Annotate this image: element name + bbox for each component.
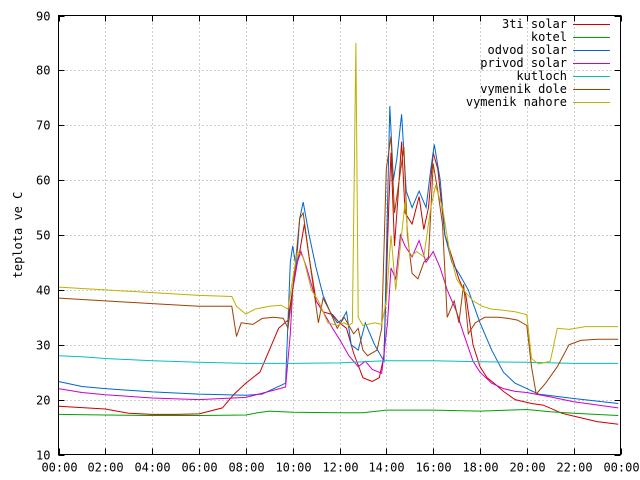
series-lines: [58, 42, 619, 425]
y-tick-label: 40: [36, 284, 50, 298]
y-tick-label: 10: [36, 449, 50, 463]
legend-label: kotel: [531, 30, 567, 44]
legend-label: kutloch: [516, 69, 567, 83]
legend-label: vymenik dole: [480, 82, 567, 96]
legend-label: vymenik nahore: [466, 95, 567, 109]
series-line-vymenik-nahore: [58, 42, 619, 365]
y-tick-label: 80: [36, 64, 50, 78]
x-tick-label: 02:00: [87, 461, 123, 475]
x-tick-label: 16:00: [415, 461, 451, 475]
y-tick-label: 20: [36, 394, 50, 408]
y-tick-labels: 10 20 30 40 50 60 70 80 90: [36, 10, 50, 463]
y-tick-label: 90: [36, 10, 50, 24]
x-tick-label: 00:00: [603, 461, 639, 475]
x-tick-label: 22:00: [556, 461, 592, 475]
x-tick-labels: 00:00 02:00 04:00 06:00 08:00 10:00 12:00 14:00…: [41, 461, 639, 475]
series-line-privod-solar: [58, 233, 619, 409]
x-tick-label: 14:00: [368, 461, 404, 475]
series-line-3ti-solar: [58, 141, 619, 425]
legend-label: privod solar: [480, 56, 567, 70]
x-tick-label: 06:00: [181, 461, 217, 475]
y-tick-label: 50: [36, 229, 50, 243]
y-axis-label: teplota ve C: [11, 192, 25, 279]
axis-ticks: [58, 15, 622, 456]
grid: [58, 15, 621, 455]
series-line-kutloch: [58, 355, 619, 364]
x-tick-label: 08:00: [228, 461, 264, 475]
x-tick-label: 10:00: [275, 461, 311, 475]
series-line-kotel: [58, 408, 619, 416]
y-tick-label: 60: [36, 174, 50, 188]
series-line-vymenik-dole: [58, 136, 619, 396]
x-tick-label: 18:00: [462, 461, 498, 475]
x-tick-label: 12:00: [322, 461, 358, 475]
y-tick-label: 30: [36, 339, 50, 353]
legend-label: 3ti solar: [502, 17, 567, 31]
x-tick-label: 20:00: [509, 461, 545, 475]
legend-label: odvod solar: [488, 43, 567, 57]
x-tick-label: 04:00: [134, 461, 170, 475]
y-tick-label: 70: [36, 119, 50, 133]
x-tick-label: 00:00: [41, 461, 77, 475]
